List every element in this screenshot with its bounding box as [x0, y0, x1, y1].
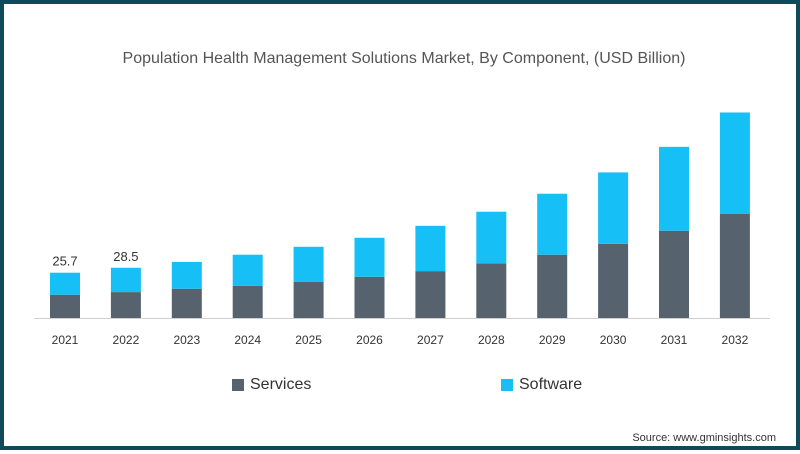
x-tick-label: 2027: [417, 333, 444, 347]
legend-label-services: Services: [250, 376, 312, 393]
bar-software-2026: [354, 237, 385, 277]
x-tick-label: 2021: [52, 333, 79, 347]
legend-swatch-services: [232, 379, 244, 391]
bar-software-2030: [598, 172, 629, 244]
bar-software-2029: [537, 193, 568, 255]
bar-services-2025: [293, 281, 324, 318]
bar-software-2022: [110, 267, 141, 293]
x-tick-label: 2029: [539, 333, 566, 347]
bar-software-2032: [719, 112, 750, 215]
legend-item-services: Services: [232, 376, 311, 394]
bar-software-2031: [659, 146, 689, 231]
bar-services-2026: [354, 276, 385, 318]
bar-software-2021: [50, 272, 80, 295]
x-tick-label: 2022: [113, 333, 140, 347]
legend-label-software: Software: [519, 376, 583, 393]
x-tick-label: 2032: [722, 333, 749, 347]
x-tick-label: 2031: [661, 333, 688, 347]
bar-services-2021: [50, 294, 80, 318]
x-tick-label: 2028: [478, 333, 505, 347]
bar-services-2023: [171, 288, 202, 318]
bar-software-2028: [476, 211, 507, 264]
bar-software-2027: [415, 225, 446, 272]
x-tick-label: 2023: [173, 333, 200, 347]
chart-title: Population Health Management Solutions M…: [122, 50, 686, 67]
bar-services-2024: [232, 285, 263, 318]
bar-chart: 2021 25.7 2022 28.5 2023 2024 2025 2026 2027 2028…: [34, 112, 770, 347]
bar-software-2024: [232, 254, 263, 286]
x-tick-label: 2024: [234, 333, 261, 347]
bar-services-2031: [659, 230, 689, 318]
legend-swatch-software: [501, 379, 513, 391]
data-label: 28.5: [113, 249, 138, 264]
bar-services-2029: [537, 254, 568, 318]
bar-services-2030: [598, 243, 629, 318]
legend-item-software: Software: [501, 376, 582, 394]
bar-services-2032: [719, 214, 750, 318]
x-tick-label: 2025: [295, 333, 322, 347]
bar-services-2027: [415, 271, 446, 318]
bar-services-2022: [110, 292, 141, 318]
bar-software-2023: [171, 261, 202, 289]
bar-software-2025: [293, 246, 324, 282]
bar-services-2028: [476, 263, 507, 318]
data-label: 25.7: [52, 254, 77, 269]
source-note: Source: www.gminsights.com: [632, 432, 776, 444]
x-tick-label: 2026: [356, 333, 383, 347]
x-tick-label: 2030: [600, 333, 627, 347]
